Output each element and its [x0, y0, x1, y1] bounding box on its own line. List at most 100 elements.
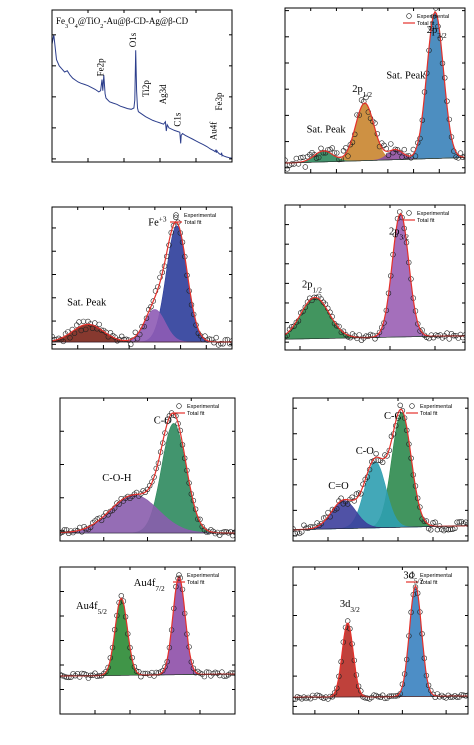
- experimental-point: [298, 155, 304, 161]
- legend-marker-experimental: [409, 403, 415, 409]
- legend-label-fit: Total fit: [187, 580, 205, 586]
- experimental-point: [293, 155, 299, 162]
- experimental-point: [232, 529, 235, 535]
- baseline-line: [60, 673, 235, 677]
- legend-label-fit: Total fit: [417, 218, 435, 224]
- experimental-point: [379, 324, 385, 331]
- experimental-point: [229, 338, 232, 344]
- axes-frame: [284, 204, 466, 351]
- plot-area: [60, 410, 235, 539]
- peak-annotation: 2p1/2: [302, 279, 322, 294]
- plot-area: [293, 584, 468, 703]
- experimental-point: [302, 164, 308, 170]
- legend-marker-experimental: [173, 212, 179, 218]
- experimental-point: [316, 154, 322, 161]
- peak-component-1: [293, 585, 468, 698]
- experimental-point: [221, 529, 227, 535]
- experimental-point: [67, 335, 73, 341]
- axes-frame: [51, 206, 233, 350]
- experimental-point: [289, 161, 295, 167]
- legend-label-experimental: Experimental: [417, 211, 449, 217]
- plot-area: [60, 575, 235, 681]
- experimental-point: [352, 131, 358, 138]
- total-fit-line: [293, 584, 468, 698]
- experimental-point: [140, 670, 146, 677]
- experimental-point: [295, 161, 302, 167]
- experimental-point: [190, 665, 197, 671]
- experimental-point: [430, 520, 436, 526]
- experimental-point: [345, 618, 351, 624]
- experimental-point: [313, 155, 320, 161]
- peak-component-2: [293, 622, 468, 698]
- experimental-point: [150, 298, 157, 304]
- legend-label-fit: Total fit: [420, 580, 438, 586]
- peak-annotation: Au4f7/2: [134, 578, 165, 593]
- experimental-point: [345, 153, 351, 159]
- experimental-point: [329, 145, 335, 151]
- peak-annotation: 3d5/2: [403, 570, 423, 585]
- experimental-point: [412, 153, 419, 159]
- experimental-point: [453, 154, 459, 160]
- experimental-point: [60, 338, 66, 345]
- experimental-point: [462, 153, 465, 159]
- plot-area: [285, 8, 465, 172]
- experimental-point: [105, 664, 111, 671]
- experimental-point: [363, 94, 369, 101]
- experimental-point: [401, 146, 407, 153]
- experimental-point: [376, 329, 383, 336]
- experimental-point: [218, 340, 224, 347]
- plot-area: [52, 214, 232, 348]
- peak-annotation: C-O: [154, 415, 173, 426]
- experimental-point: [60, 530, 63, 537]
- legend-label-experimental: Experimental: [184, 213, 216, 219]
- experimental-point: [98, 327, 105, 333]
- experimental-point: [133, 668, 140, 674]
- experimental-point: [423, 518, 430, 524]
- peak-annotation: Ag3d: [158, 84, 168, 104]
- peak-annotation: Ti2p: [141, 80, 151, 97]
- peak-annotation: C1s: [173, 112, 183, 127]
- experimental-point: [52, 333, 55, 340]
- experimental-point: [373, 451, 379, 457]
- baseline-line: [293, 525, 468, 531]
- experimental-point: [349, 139, 356, 146]
- experimental-point: [454, 694, 460, 700]
- experimental-point: [80, 318, 87, 325]
- experimental-point: [462, 332, 465, 338]
- experimental-point: [83, 326, 89, 333]
- chart-title: Fe3O4@TiO2-Au@β-CD-Ag@β-CD: [56, 16, 189, 30]
- peak-annotation: C-C: [384, 411, 402, 422]
- experimental-point: [397, 209, 403, 215]
- experimental-point: [354, 112, 360, 118]
- legend-label-experimental: Experimental: [420, 404, 452, 410]
- experimental-point: [351, 498, 357, 504]
- experimental-point: [460, 692, 467, 698]
- peak-annotation: Sat. Peak: [386, 71, 426, 82]
- experimental-point: [173, 214, 179, 221]
- legend-label-experimental: Experimental: [187, 404, 219, 410]
- peak-annotation: Sat. Peak: [307, 124, 347, 135]
- experimental-point: [132, 329, 139, 335]
- experimental-point: [465, 521, 468, 527]
- experimental-point: [345, 501, 351, 507]
- experimental-point: [329, 506, 336, 513]
- axes-frame: [292, 566, 469, 715]
- peak-annotation: Fe+3: [148, 214, 167, 229]
- experimental-point: [157, 274, 163, 281]
- experimental-point: [230, 532, 235, 539]
- experimental-point: [148, 304, 154, 310]
- experimental-point: [151, 474, 157, 480]
- plot-area: [52, 34, 232, 159]
- experimental-point: [382, 695, 388, 702]
- axes-frame: [51, 9, 233, 163]
- experimental-point: [134, 335, 141, 342]
- legend-label-fit: Total fit: [187, 411, 205, 417]
